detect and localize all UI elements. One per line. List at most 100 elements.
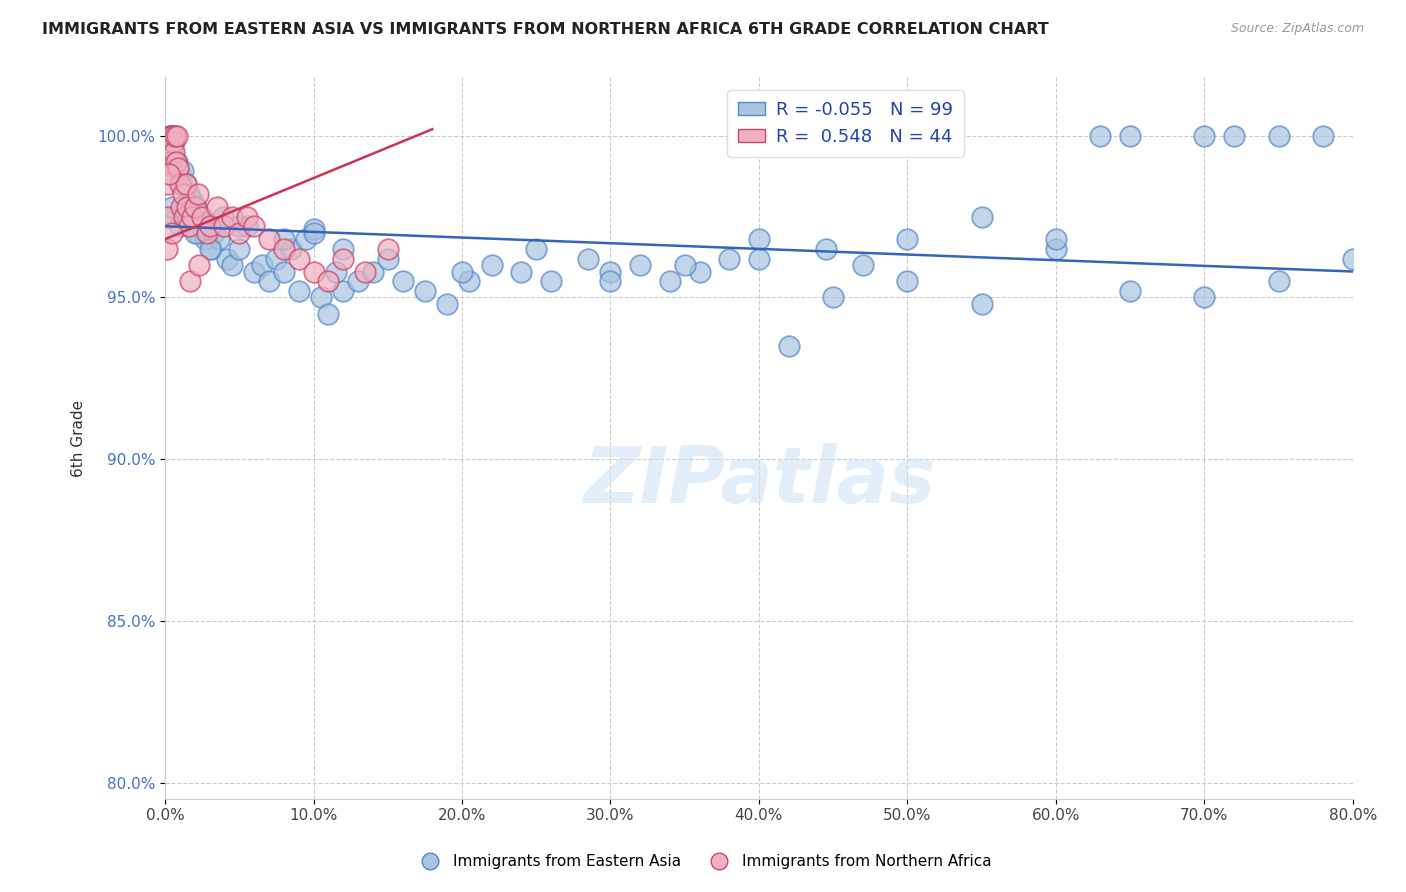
Point bbox=[162, 145, 184, 159]
Point bbox=[217, 252, 239, 266]
Point bbox=[391, 274, 413, 288]
Point bbox=[852, 258, 875, 272]
Point bbox=[718, 252, 741, 266]
Point bbox=[540, 274, 562, 288]
Point bbox=[157, 168, 180, 182]
Point bbox=[180, 210, 202, 224]
Text: IMMIGRANTS FROM EASTERN ASIA VS IMMIGRANTS FROM NORTHERN AFRICA 6TH GRADE CORREL: IMMIGRANTS FROM EASTERN ASIA VS IMMIGRAN… bbox=[42, 22, 1049, 37]
Point bbox=[180, 194, 202, 208]
Point bbox=[628, 258, 651, 272]
Point bbox=[228, 242, 250, 256]
Point bbox=[302, 222, 325, 236]
Point bbox=[257, 232, 280, 246]
Point bbox=[176, 210, 198, 224]
Point bbox=[257, 274, 280, 288]
Legend: Immigrants from Eastern Asia, Immigrants from Northern Africa: Immigrants from Eastern Asia, Immigrants… bbox=[408, 848, 998, 875]
Point bbox=[177, 219, 200, 234]
Point bbox=[172, 186, 194, 201]
Point bbox=[221, 258, 243, 272]
Point bbox=[198, 219, 221, 234]
Point bbox=[162, 200, 184, 214]
Point bbox=[318, 307, 340, 321]
Point bbox=[202, 226, 225, 240]
Point bbox=[155, 145, 177, 159]
Point bbox=[287, 284, 309, 298]
Point bbox=[167, 161, 190, 175]
Point bbox=[172, 164, 194, 178]
Point bbox=[287, 252, 309, 266]
Point bbox=[970, 297, 993, 311]
Point bbox=[160, 226, 183, 240]
Point bbox=[228, 226, 250, 240]
Point bbox=[169, 168, 191, 182]
Point bbox=[195, 226, 218, 240]
Point bbox=[160, 128, 183, 143]
Point bbox=[235, 219, 257, 234]
Point bbox=[176, 210, 198, 224]
Point bbox=[347, 274, 370, 288]
Point bbox=[235, 210, 257, 224]
Point bbox=[673, 258, 696, 272]
Point bbox=[273, 264, 295, 278]
Point bbox=[243, 264, 266, 278]
Point bbox=[188, 258, 211, 272]
Point bbox=[157, 135, 180, 149]
Point bbox=[1119, 284, 1142, 298]
Point bbox=[156, 210, 179, 224]
Point bbox=[332, 242, 354, 256]
Point bbox=[896, 232, 918, 246]
Text: Source: ZipAtlas.com: Source: ZipAtlas.com bbox=[1230, 22, 1364, 36]
Point bbox=[1090, 128, 1112, 143]
Point bbox=[599, 264, 621, 278]
Point bbox=[970, 210, 993, 224]
Point bbox=[159, 154, 181, 169]
Point bbox=[174, 177, 197, 191]
Point bbox=[377, 252, 399, 266]
Point bbox=[188, 210, 211, 224]
Point bbox=[157, 177, 180, 191]
Point bbox=[160, 128, 183, 143]
Point bbox=[309, 290, 332, 304]
Point bbox=[169, 219, 191, 234]
Point bbox=[169, 177, 191, 191]
Point bbox=[167, 161, 190, 175]
Point bbox=[173, 200, 195, 214]
Point bbox=[179, 219, 201, 234]
Point bbox=[197, 216, 219, 230]
Point bbox=[181, 210, 204, 224]
Point bbox=[1267, 274, 1289, 288]
Point bbox=[159, 210, 181, 224]
Point bbox=[510, 264, 533, 278]
Point bbox=[166, 154, 188, 169]
Point bbox=[163, 145, 186, 159]
Point bbox=[184, 226, 207, 240]
Point bbox=[205, 200, 228, 214]
Point bbox=[436, 297, 458, 311]
Point bbox=[280, 242, 302, 256]
Point bbox=[207, 232, 229, 246]
Point bbox=[170, 200, 193, 214]
Point bbox=[191, 210, 214, 224]
Point bbox=[458, 274, 481, 288]
Point bbox=[162, 135, 184, 149]
Point bbox=[1341, 252, 1364, 266]
Point bbox=[173, 210, 195, 224]
Point bbox=[165, 128, 187, 143]
Point bbox=[184, 200, 207, 214]
Point bbox=[748, 252, 770, 266]
Point bbox=[814, 242, 837, 256]
Point bbox=[165, 154, 187, 169]
Point bbox=[778, 339, 800, 353]
Point bbox=[186, 200, 208, 214]
Point bbox=[273, 232, 295, 246]
Point bbox=[576, 252, 599, 266]
Point bbox=[1312, 128, 1334, 143]
Point bbox=[896, 274, 918, 288]
Point bbox=[187, 226, 209, 240]
Point bbox=[214, 219, 236, 234]
Point bbox=[170, 177, 193, 191]
Point bbox=[162, 128, 184, 143]
Point bbox=[1194, 128, 1216, 143]
Point bbox=[166, 128, 188, 143]
Point bbox=[451, 264, 474, 278]
